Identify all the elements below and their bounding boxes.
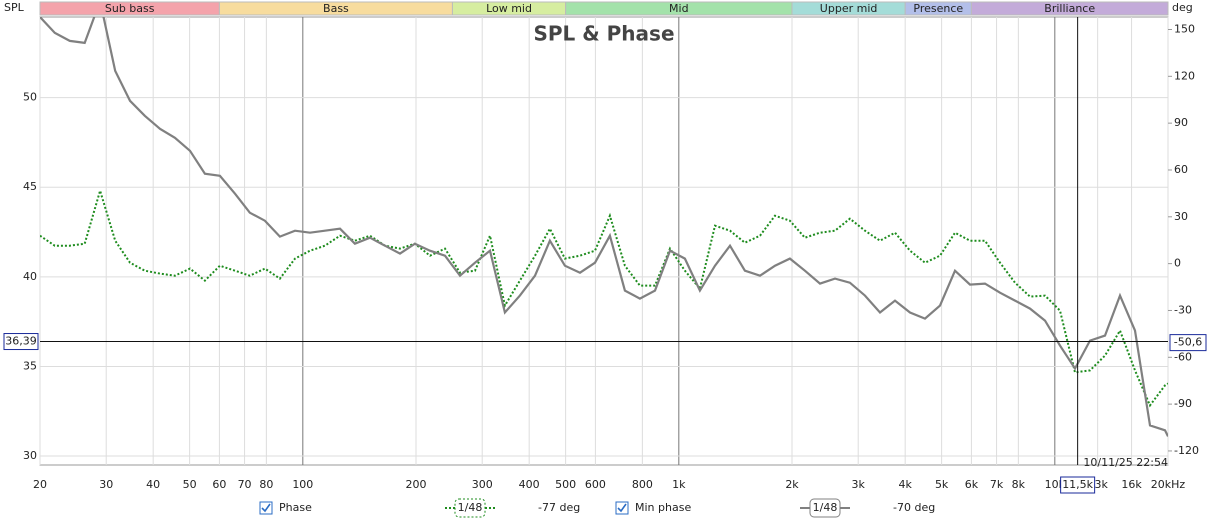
y2-tick-label: 30 (1174, 210, 1188, 223)
y-axis-label: SPL (4, 1, 25, 14)
legend-checkmark (261, 503, 271, 513)
x-tick-label: 70 (238, 478, 252, 491)
x-tick-label: 20 (33, 478, 47, 491)
legend-readout: -77 deg (538, 501, 580, 514)
legend-checkbox[interactable] (259, 501, 273, 515)
y2-tick-label: 150 (1174, 22, 1195, 35)
legend-label: Min phase (635, 501, 691, 514)
plot-area (39, 16, 1169, 466)
legend-readout: -70 deg (893, 501, 935, 514)
band-label: Brilliance (1044, 2, 1095, 15)
cursor-y2-label-box (1169, 334, 1207, 352)
x-tick-label: 200 (406, 478, 427, 491)
x-tick-label: 80 (259, 478, 273, 491)
legend-smoothing-box (809, 498, 841, 518)
x-tick-label: 100 (292, 478, 313, 491)
x-tick-label: 1k (672, 478, 686, 491)
x-tick-label: 4k (898, 478, 912, 491)
y2-tick-label: 90 (1174, 116, 1188, 129)
band-label: Bass (323, 2, 349, 15)
x-tick-label: 800 (632, 478, 653, 491)
x-tick-label: 2k (785, 478, 799, 491)
cursor-x-label-box (1060, 476, 1096, 494)
x-tick-label: 400 (519, 478, 540, 491)
y2-axis-label: deg (1172, 1, 1193, 14)
x-tick-label: 60 (212, 478, 226, 491)
legend-checkbox[interactable] (615, 501, 629, 515)
x-tick-label: 7k (990, 478, 1004, 491)
cursor-y-label-box (3, 333, 39, 351)
y-tick-label: 30 (23, 449, 37, 462)
y-tick-label: 45 (23, 180, 37, 193)
y2-tick-label: -120 (1174, 444, 1199, 457)
x-tick-label: 16k (1121, 478, 1142, 491)
x-tick-label: 20kHz (1151, 478, 1186, 491)
legend-smoothing: 1/48 (813, 501, 838, 514)
x-tick-label: 600 (585, 478, 606, 491)
legend-smoothing-box (454, 498, 486, 518)
x-tick-label: 30 (99, 478, 113, 491)
y-tick-label: 40 (23, 270, 37, 283)
band-label: Sub bass (105, 2, 155, 15)
x-tick-label: 500 (555, 478, 576, 491)
chart-title: SPL & Phase (533, 22, 674, 46)
y2-tick-label: 60 (1174, 163, 1188, 176)
band (970, 1, 1169, 16)
band-label: Presence (913, 2, 963, 15)
legend-label: Phase (279, 501, 312, 514)
legend-smoothing: 1/48 (458, 501, 483, 514)
band-label: Mid (669, 2, 689, 15)
x-tick-label: 40 (146, 478, 160, 491)
series-line (40, 17, 1168, 437)
cursor-y-label: 36,39 (5, 335, 37, 348)
band-label: Upper mid (820, 2, 878, 15)
legend-checkmark (617, 503, 627, 513)
y2-tick-label: 120 (1174, 69, 1195, 82)
timestamp: 10/11/25 22:54 (1083, 456, 1168, 469)
cursor-y2-label: -50,6 (1174, 336, 1202, 349)
x-tick-label: 6k (965, 478, 979, 491)
x-tick-label: 8k (1012, 478, 1026, 491)
band-label: Low mid (486, 2, 532, 15)
y-tick-label: 50 (23, 91, 37, 104)
y2-tick-label: -30 (1174, 303, 1192, 316)
x-tick-label: 300 (472, 478, 493, 491)
y2-tick-label: -60 (1174, 350, 1192, 363)
y-tick-label: 35 (23, 359, 37, 372)
x-tick-label: 50 (183, 478, 197, 491)
x-tick-label: 3k (852, 478, 866, 491)
series-line (40, 187, 1168, 408)
y2-tick-label: 0 (1174, 257, 1181, 270)
cursor-x-label: 11,5k (1062, 478, 1093, 491)
y2-tick-label: -90 (1174, 397, 1192, 410)
x-tick-label: 5k (935, 478, 949, 491)
